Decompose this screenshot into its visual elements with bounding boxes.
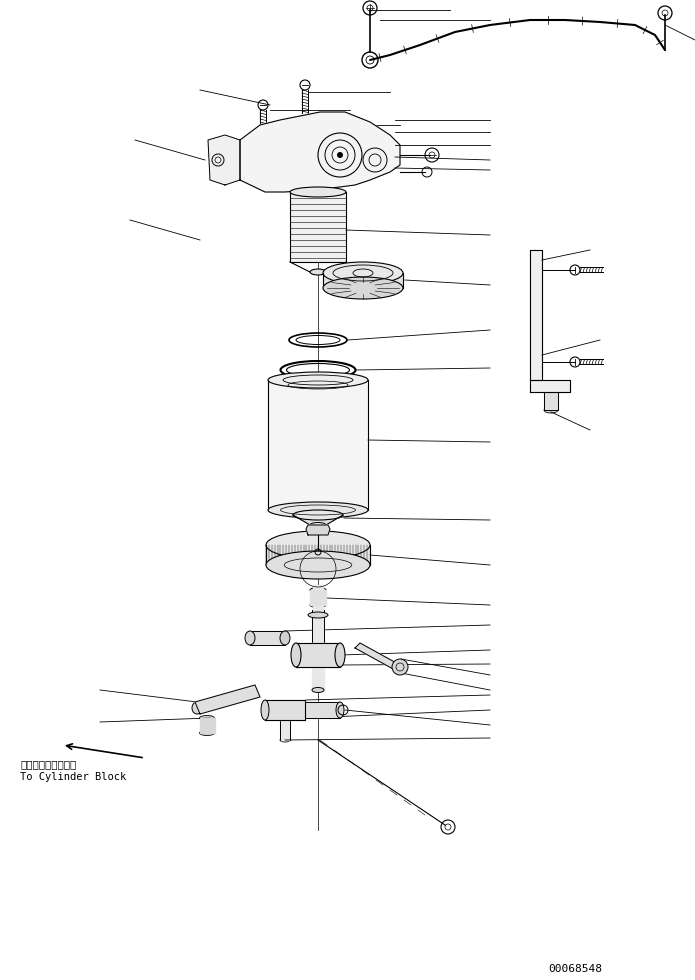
- Polygon shape: [240, 112, 400, 192]
- Ellipse shape: [280, 631, 290, 645]
- Ellipse shape: [310, 603, 326, 608]
- Ellipse shape: [268, 502, 368, 518]
- Polygon shape: [280, 720, 290, 740]
- Polygon shape: [265, 700, 305, 720]
- Ellipse shape: [261, 700, 269, 720]
- Ellipse shape: [293, 510, 343, 520]
- Polygon shape: [312, 667, 324, 690]
- Ellipse shape: [310, 587, 326, 593]
- Polygon shape: [530, 380, 570, 392]
- Polygon shape: [266, 545, 370, 565]
- Ellipse shape: [280, 738, 290, 742]
- Polygon shape: [544, 392, 558, 410]
- Polygon shape: [200, 718, 215, 733]
- Polygon shape: [305, 702, 340, 718]
- Ellipse shape: [199, 715, 215, 720]
- Ellipse shape: [266, 531, 370, 559]
- Ellipse shape: [291, 643, 301, 667]
- Ellipse shape: [335, 643, 345, 667]
- Polygon shape: [530, 250, 542, 380]
- Polygon shape: [296, 643, 340, 667]
- Polygon shape: [306, 525, 330, 535]
- Bar: [290, 192, 346, 262]
- Ellipse shape: [323, 262, 403, 284]
- Ellipse shape: [336, 702, 344, 718]
- Polygon shape: [208, 135, 240, 185]
- Ellipse shape: [310, 522, 326, 527]
- Polygon shape: [312, 610, 324, 643]
- Ellipse shape: [192, 702, 202, 714]
- Polygon shape: [195, 685, 260, 714]
- Ellipse shape: [544, 389, 558, 395]
- Polygon shape: [268, 380, 368, 510]
- Polygon shape: [250, 631, 285, 645]
- Text: シリンダブロックへ: シリンダブロックへ: [20, 759, 76, 769]
- Ellipse shape: [199, 730, 215, 736]
- Polygon shape: [355, 643, 400, 670]
- Polygon shape: [293, 515, 343, 525]
- Polygon shape: [310, 590, 326, 605]
- Ellipse shape: [268, 372, 368, 388]
- Ellipse shape: [544, 407, 558, 413]
- Ellipse shape: [245, 631, 255, 645]
- Text: To Cylinder Block: To Cylinder Block: [20, 772, 126, 782]
- Ellipse shape: [290, 187, 346, 197]
- Ellipse shape: [323, 277, 403, 299]
- Ellipse shape: [310, 269, 326, 275]
- Ellipse shape: [308, 612, 328, 618]
- Circle shape: [392, 659, 408, 675]
- Text: 00068548: 00068548: [548, 964, 602, 974]
- Ellipse shape: [266, 551, 370, 579]
- Polygon shape: [313, 585, 323, 615]
- Polygon shape: [323, 273, 403, 288]
- Ellipse shape: [312, 688, 324, 693]
- Circle shape: [337, 152, 343, 158]
